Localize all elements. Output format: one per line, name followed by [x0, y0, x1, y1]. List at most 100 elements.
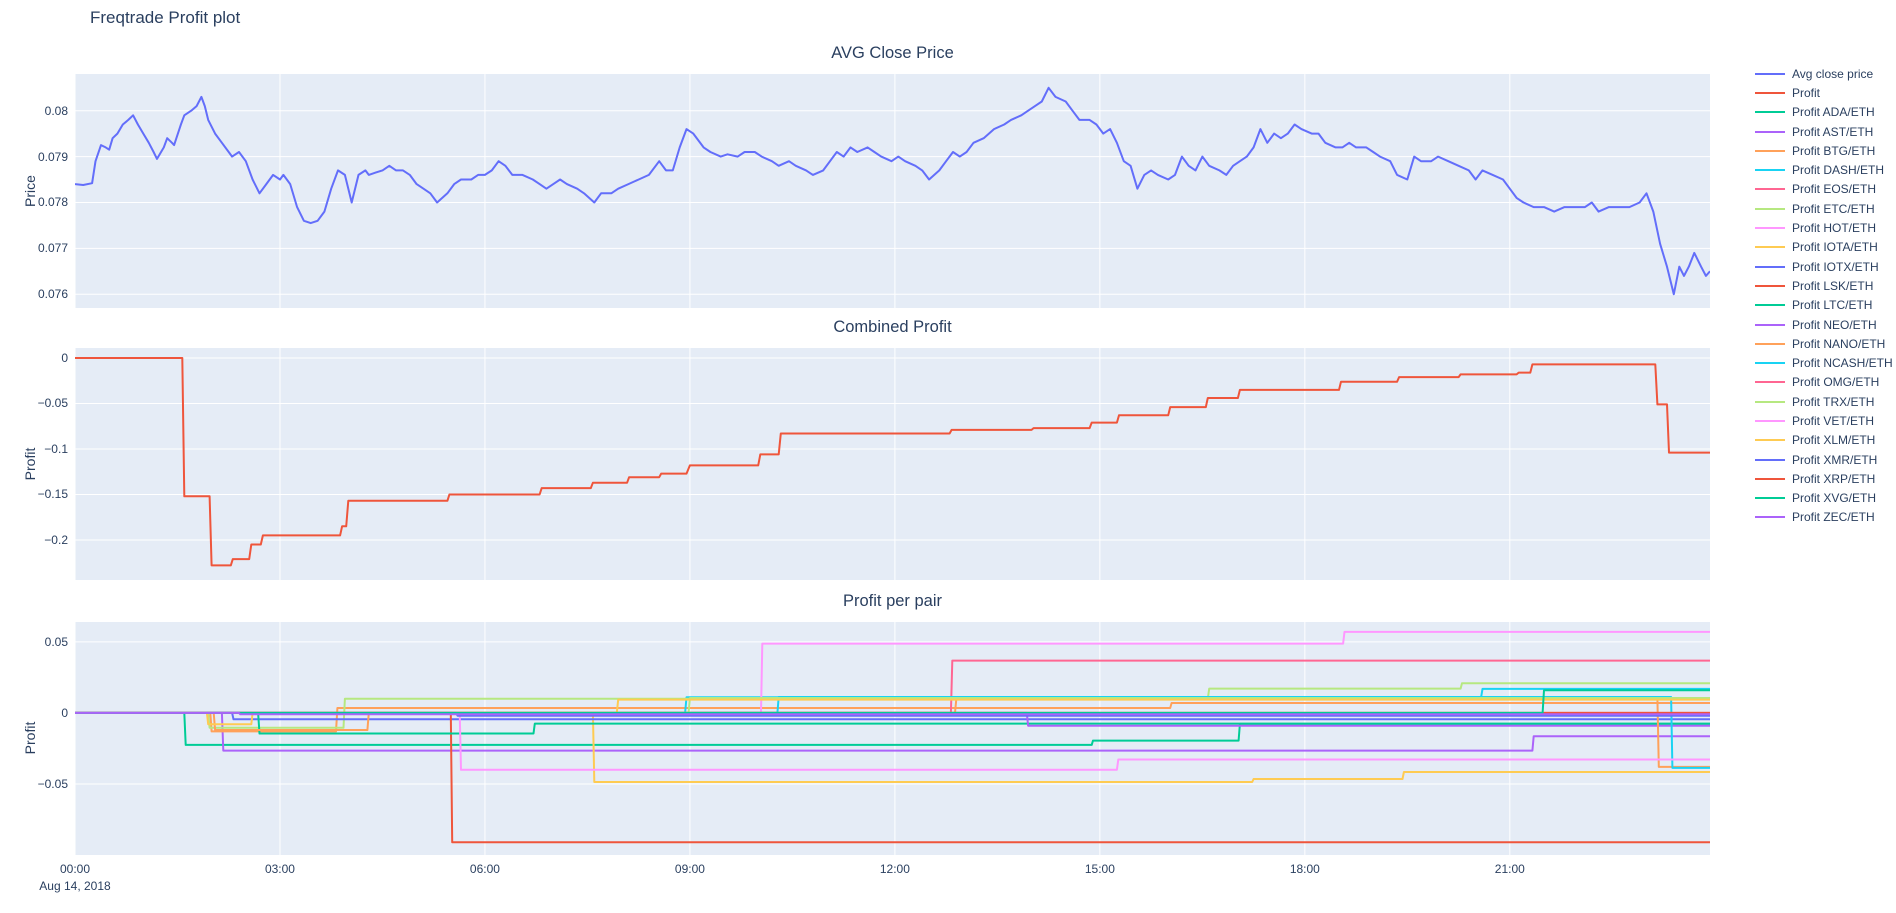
- legend-item-profit-nano-eth[interactable]: Profit NANO/ETH: [1755, 334, 1893, 353]
- series-line-profit-xlm-eth: [75, 698, 1710, 726]
- legend-label: Profit BTG/ETH: [1792, 143, 1876, 158]
- legend-line-swatch: [1755, 188, 1785, 191]
- legend-line-swatch: [1755, 246, 1785, 249]
- legend-line-swatch: [1755, 323, 1785, 326]
- x-tick-label: 21:00: [1494, 862, 1525, 876]
- plot-background: [75, 348, 1710, 580]
- legend-label: Profit EOS/ETH: [1792, 182, 1877, 197]
- legend-label: Profit AST/ETH: [1792, 124, 1874, 139]
- y-tick-label: 0.076: [37, 287, 68, 302]
- legend-item-profit-trx-eth[interactable]: Profit TRX/ETH: [1755, 392, 1893, 411]
- legend-line-swatch: [1755, 149, 1785, 152]
- legend-item-profit-iotx-eth[interactable]: Profit IOTX/ETH: [1755, 257, 1893, 276]
- chart-combined-profit[interactable]: 0 −0.05 −0.1 −0.15 −0.2: [38, 348, 1710, 580]
- legend-line-swatch: [1755, 304, 1785, 307]
- y-tick-label: 0: [61, 351, 68, 365]
- legend-line-swatch: [1755, 72, 1785, 75]
- legend-label: Profit NCASH/ETH: [1792, 356, 1893, 371]
- legend-label: Profit NEO/ETH: [1792, 317, 1877, 332]
- legend-item-profit-neo-eth[interactable]: Profit NEO/ETH: [1755, 315, 1893, 334]
- legend-line-swatch: [1755, 439, 1785, 442]
- legend-label: Profit ETC/ETH: [1792, 201, 1875, 216]
- y-axis-label-profit-combined: Profit: [22, 447, 38, 481]
- x-tick-label: 09:00: [674, 862, 705, 876]
- legend-item-profit-btg-eth[interactable]: Profit BTG/ETH: [1755, 141, 1893, 160]
- legend-item-profit-dash-eth[interactable]: Profit DASH/ETH: [1755, 160, 1893, 179]
- plot-area[interactable]: [75, 348, 1710, 580]
- legend-line-swatch: [1755, 497, 1785, 500]
- y-tick-label: 0.08: [44, 103, 68, 118]
- legend-label: Profit TRX/ETH: [1792, 394, 1875, 409]
- legend-line-swatch: [1755, 342, 1785, 345]
- plot-area[interactable]: [75, 74, 1710, 308]
- chart-profit-per-pair[interactable]: 0.05 0 −0.05 00:00 03:00 06:00 09:00 12:00 15:00…: [38, 622, 1710, 893]
- legend-item-profit-hot-eth[interactable]: Profit HOT/ETH: [1755, 218, 1893, 237]
- legend-label: Profit VET/ETH: [1792, 413, 1875, 428]
- legend-item-profit-ast-eth[interactable]: Profit AST/ETH: [1755, 122, 1893, 141]
- legend-line-swatch: [1755, 169, 1785, 172]
- plot-area[interactable]: [75, 622, 1710, 855]
- legend-line-swatch: [1755, 458, 1785, 461]
- legend-item-profit-zec-eth[interactable]: Profit ZEC/ETH: [1755, 508, 1893, 527]
- legend-item-profit-xmr-eth[interactable]: Profit XMR/ETH: [1755, 450, 1893, 469]
- x-tick-label: 03:00: [264, 862, 295, 876]
- legend-item-profit-omg-eth[interactable]: Profit OMG/ETH: [1755, 373, 1893, 392]
- legend-item-profit-eos-eth[interactable]: Profit EOS/ETH: [1755, 180, 1893, 199]
- legend-label: Profit IOTX/ETH: [1792, 259, 1879, 274]
- y-tick-label: 0: [61, 705, 68, 720]
- legend-item-profit[interactable]: Profit: [1755, 83, 1893, 102]
- legend-label: Profit NANO/ETH: [1792, 336, 1886, 351]
- legend-item-profit-ncash-eth[interactable]: Profit NCASH/ETH: [1755, 353, 1893, 372]
- legend-label: Avg close price: [1792, 66, 1874, 81]
- x-axis-date-annotation: Aug 14, 2018: [39, 879, 111, 893]
- legend-line-swatch: [1755, 207, 1785, 210]
- legend-line-swatch: [1755, 362, 1785, 365]
- legend-label: Profit ZEC/ETH: [1792, 510, 1875, 525]
- x-tick-label: 12:00: [879, 862, 910, 876]
- legend-label: Profit HOT/ETH: [1792, 221, 1877, 236]
- legend-line-swatch: [1755, 91, 1785, 94]
- legend-line-swatch: [1755, 516, 1785, 519]
- legend-label: Profit XVG/ETH: [1792, 491, 1877, 506]
- legend-label: Profit LSK/ETH: [1792, 278, 1874, 293]
- legend-item-profit-etc-eth[interactable]: Profit ETC/ETH: [1755, 199, 1893, 218]
- legend: Avg close price Profit Profit ADA/ETH Profi…: [1755, 64, 1893, 527]
- legend-item-profit-vet-eth[interactable]: Profit VET/ETH: [1755, 411, 1893, 430]
- y-tick-label: 0.077: [37, 241, 68, 256]
- legend-item-avg-close-price[interactable]: Avg close price: [1755, 64, 1893, 83]
- y-axis-label-price: Price: [22, 175, 38, 207]
- x-tick-label: 15:00: [1084, 862, 1115, 876]
- legend-line-swatch: [1755, 477, 1785, 480]
- legend-item-profit-xlm-eth[interactable]: Profit XLM/ETH: [1755, 431, 1893, 450]
- legend-line-swatch: [1755, 227, 1785, 230]
- legend-item-profit-xvg-eth[interactable]: Profit XVG/ETH: [1755, 489, 1893, 508]
- subplot-title-avg-close-price: AVG Close Price: [831, 44, 954, 62]
- legend-line-swatch: [1755, 419, 1785, 422]
- legend-label: Profit DASH/ETH: [1792, 163, 1885, 178]
- legend-item-profit-iota-eth[interactable]: Profit IOTA/ETH: [1755, 238, 1893, 257]
- chart-avg-close-price[interactable]: 0.08 0.079 0.078 0.077 0.076: [38, 74, 1710, 308]
- legend-item-profit-ltc-eth[interactable]: Profit LTC/ETH: [1755, 296, 1893, 315]
- legend-line-swatch: [1755, 130, 1785, 133]
- x-tick-label: 18:00: [1289, 862, 1320, 876]
- legend-label: Profit IOTA/ETH: [1792, 240, 1878, 255]
- subplot-title-combined-profit: Combined Profit: [833, 318, 952, 336]
- series-line-avg-close-price: [75, 86, 1710, 296]
- legend-line-swatch: [1755, 400, 1785, 403]
- legend-label: Profit LTC/ETH: [1792, 298, 1873, 313]
- plot-background: [75, 622, 1710, 855]
- series-line-profit-xvg-eth: [75, 689, 1710, 714]
- y-tick-label: 0.078: [37, 195, 68, 210]
- legend-item-profit-lsk-eth[interactable]: Profit LSK/ETH: [1755, 276, 1893, 295]
- legend-line-swatch: [1755, 111, 1785, 114]
- legend-label: Profit XMR/ETH: [1792, 452, 1878, 467]
- y-tick-label: 0.05: [44, 634, 68, 649]
- legend-item-profit-xrp-eth[interactable]: Profit XRP/ETH: [1755, 469, 1893, 488]
- legend-item-profit-ada-eth[interactable]: Profit ADA/ETH: [1755, 103, 1893, 122]
- y-tick-label: −0.2: [44, 532, 68, 547]
- legend-label: Profit XRP/ETH: [1792, 471, 1876, 486]
- y-tick-label: −0.05: [37, 396, 68, 411]
- legend-label: Profit XLM/ETH: [1792, 433, 1876, 448]
- y-tick-label: 0.079: [37, 149, 68, 164]
- y-tick-label: −0.15: [37, 487, 68, 502]
